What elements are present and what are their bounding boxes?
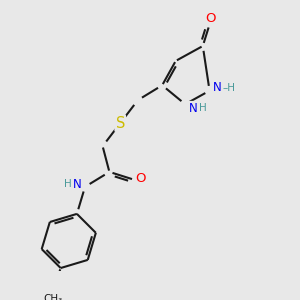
Text: O: O — [206, 13, 216, 26]
Text: S: S — [116, 116, 125, 131]
Text: H: H — [199, 103, 207, 113]
Text: N: N — [189, 102, 198, 115]
Text: O: O — [135, 172, 146, 185]
Text: CH₃: CH₃ — [43, 294, 62, 300]
Text: N: N — [73, 178, 81, 190]
Text: –H: –H — [223, 83, 236, 93]
Text: N: N — [213, 82, 222, 94]
Text: H: H — [64, 179, 71, 189]
